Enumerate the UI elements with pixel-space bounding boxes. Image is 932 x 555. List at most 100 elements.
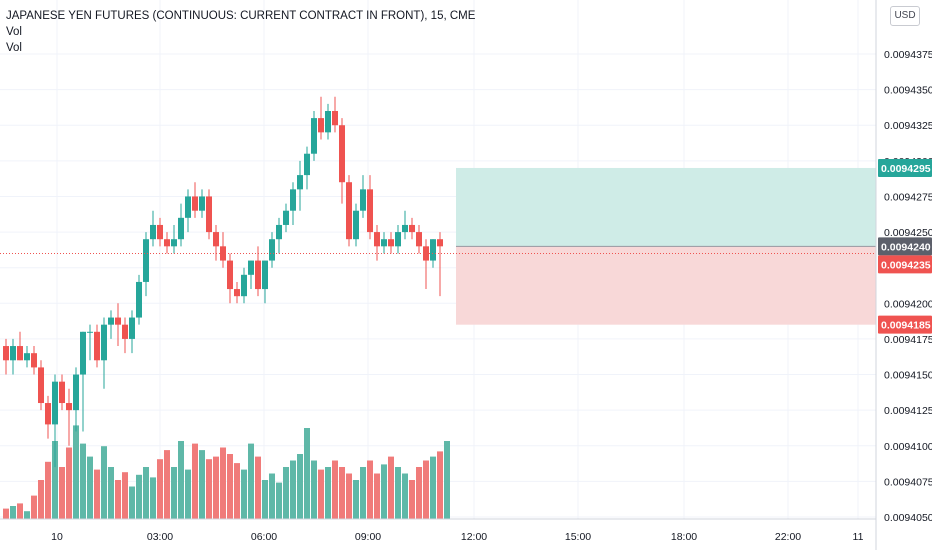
symbol-title[interactable]: JAPANESE YEN FUTURES (CONTINUOUS: CURREN… <box>6 10 476 22</box>
candle-body <box>248 260 254 275</box>
price-label-text: 0.0094185 <box>881 320 931 332</box>
candle-body <box>416 232 422 247</box>
price-label-text: 0.0094235 <box>881 259 931 271</box>
candle-body <box>367 189 373 233</box>
volume-bar <box>178 441 184 519</box>
candle-body <box>388 239 394 247</box>
y-tick-label: 0.0094050 <box>884 512 932 524</box>
candle-body <box>276 224 282 240</box>
x-tick-label: 22:00 <box>775 531 801 543</box>
candle-body <box>381 239 387 247</box>
volume-bar <box>199 450 205 519</box>
volume-bar <box>374 473 380 519</box>
volume-bar <box>45 461 51 519</box>
price-label-text: 0.0094295 <box>881 163 931 175</box>
volume-bar <box>59 467 65 519</box>
candle-body <box>59 381 65 404</box>
volume-bar <box>150 477 156 519</box>
y-tick-label: 0.0094250 <box>884 227 932 239</box>
volume-bar <box>3 508 9 519</box>
volume-bar <box>297 454 303 519</box>
price-label: 0.0094295 <box>878 158 932 177</box>
volume-bar <box>115 480 121 519</box>
y-tick-label: 0.0094375 <box>884 49 932 61</box>
candle-body <box>437 239 443 247</box>
volume-bar <box>94 469 100 519</box>
volume-bar <box>255 456 261 519</box>
candle-body <box>290 189 296 211</box>
volume-bar <box>164 450 170 519</box>
position-zones <box>456 167 876 325</box>
candle-body <box>227 260 233 290</box>
y-tick-label: 0.0094150 <box>884 370 932 382</box>
volume-bar <box>318 469 324 519</box>
volume-bar <box>24 511 30 519</box>
volume-bar <box>234 463 240 519</box>
chart-legend: JAPANESE YEN FUTURES (CONTINUOUS: CURREN… <box>6 8 475 56</box>
candle-body <box>430 239 436 261</box>
volume-bar <box>269 473 275 519</box>
volume-bar <box>388 456 394 519</box>
candle-body <box>206 196 212 233</box>
candle-body <box>346 182 352 240</box>
profit-zone <box>456 167 876 247</box>
volume-bar <box>101 446 107 519</box>
candle-body <box>31 353 37 368</box>
volume-bar <box>325 467 331 519</box>
candle-body <box>262 260 268 290</box>
candle-body <box>199 196 205 211</box>
volume-bar <box>171 467 177 519</box>
candle-body <box>395 232 401 247</box>
candle-body <box>283 210 289 225</box>
volume-bar <box>339 467 345 519</box>
candlesticks <box>3 96 443 468</box>
candle-body <box>402 224 408 233</box>
volume-bar <box>122 472 128 519</box>
candle-body <box>66 403 72 411</box>
candle-body <box>45 403 51 425</box>
volume-bar <box>17 503 23 519</box>
volume-indicator-label-2[interactable]: Vol <box>6 42 22 54</box>
candle-body <box>171 239 177 247</box>
volume-bar <box>437 451 443 519</box>
price-label: 0.0094185 <box>878 315 932 334</box>
candle-body <box>234 289 240 297</box>
candle-body <box>374 232 380 247</box>
candle-body <box>87 331 93 333</box>
candle-body <box>94 331 100 361</box>
volume-bar <box>38 480 44 519</box>
volume-indicator-label[interactable]: Vol <box>6 26 22 38</box>
x-tick-label: 09:00 <box>355 531 381 543</box>
volume-bar <box>52 441 58 519</box>
y-tick-label: 0.0094275 <box>884 191 932 203</box>
volume-bars <box>3 425 450 519</box>
candle-body <box>297 175 303 190</box>
currency-button[interactable]: USD <box>890 6 920 26</box>
volume-bar <box>136 474 142 519</box>
volume-bar <box>290 460 296 519</box>
volume-bar <box>157 459 163 519</box>
price-label: 0.0094235 <box>878 255 932 274</box>
volume-bar <box>31 495 37 519</box>
volume-bar <box>276 482 282 519</box>
volume-bar <box>10 506 16 519</box>
candle-body <box>332 110 338 126</box>
candle-body <box>269 239 275 261</box>
price-label-bg <box>878 158 932 177</box>
volume-bar <box>241 469 247 519</box>
x-tick-label: 10 <box>51 531 63 543</box>
candle-body <box>38 367 44 404</box>
candle-body <box>185 196 191 218</box>
volume-bar <box>332 460 338 519</box>
volume-bar <box>367 460 373 519</box>
price-label-text: 0.0094240 <box>881 241 931 253</box>
candle-body <box>136 281 142 318</box>
volume-bar <box>423 460 429 519</box>
candle-body <box>213 232 219 247</box>
volume-bar <box>87 456 93 519</box>
candle-body <box>192 196 198 211</box>
volume-bar <box>227 454 233 519</box>
candle-body <box>10 346 16 361</box>
